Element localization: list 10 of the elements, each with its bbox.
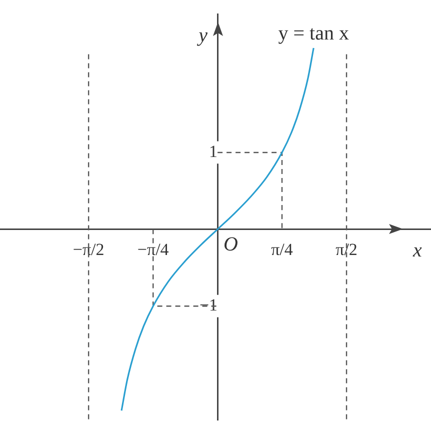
x-axis-title: x — [412, 240, 422, 262]
annotation: O — [224, 234, 238, 256]
x-tick-label: π/4 — [271, 240, 294, 259]
line-series — [120, 47, 314, 412]
x-tick-label: −π/2 — [72, 240, 104, 259]
series-label: y = tan x — [278, 22, 349, 44]
x-tick-label: π/2 — [336, 240, 358, 259]
y-axis-title: y — [196, 24, 208, 46]
y-tick-label: −1 — [199, 296, 218, 315]
y-tick-label: 1 — [209, 142, 218, 161]
